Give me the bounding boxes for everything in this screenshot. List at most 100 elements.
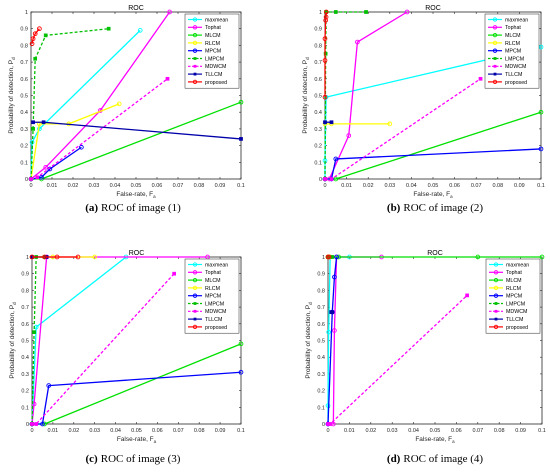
legend-label: MPCM: [205, 49, 221, 55]
y-tick-label: 0.5: [20, 94, 28, 100]
y-tick-label: 0: [322, 422, 325, 428]
caption-label: (c): [86, 453, 99, 465]
y-tick-label: 0.4: [20, 110, 28, 116]
y-tick-label: 0.7: [317, 305, 325, 311]
x-tick-label: 0.04: [408, 428, 419, 434]
x-tick-label: 0.05: [430, 428, 441, 434]
x-tick-label: 0.05: [428, 183, 439, 189]
y-tick-label: 0.8: [314, 43, 322, 49]
y-axis-label: Probability of detection, Pd: [9, 302, 17, 379]
data-point: [116, 101, 122, 107]
x-axis-label-sub: a: [154, 439, 157, 444]
y-tick-label: 1: [25, 10, 28, 16]
data-point: [323, 177, 327, 181]
data-point: [30, 422, 34, 426]
x-tick-label: 0.06: [152, 428, 163, 434]
data-point: [29, 41, 35, 47]
data-point: [332, 274, 337, 280]
legend-marker: [494, 309, 498, 313]
series-proposed: [322, 9, 329, 100]
legend-marker: [192, 293, 198, 298]
caption-label: (d): [387, 453, 401, 465]
legend-item: MPCM: [188, 293, 221, 300]
legend-label: MLCM: [205, 278, 221, 284]
series-tllcm: [323, 120, 334, 125]
x-tick-label: 0.06: [152, 183, 163, 189]
x-tick-label: 0.01: [47, 183, 58, 189]
legend-label: MPCM: [505, 49, 521, 55]
legend-item: maxmean: [188, 17, 228, 23]
x-axis-label: False-rate, Fa: [116, 191, 156, 199]
legend-label: LMPCM: [505, 56, 524, 62]
data-point: [137, 28, 143, 33]
legend-marker: [193, 302, 197, 305]
series-mpcm: [325, 254, 339, 427]
y-tick-label: 0.1: [314, 160, 322, 166]
x-tick-label: 0.02: [363, 183, 374, 189]
legend-label: RLCM: [505, 41, 520, 47]
series-mdwcm: [323, 76, 483, 181]
y-tick-label: 0.9: [20, 27, 28, 33]
x-axis-ticks: 0 0.01 0.02 0.03 0.04 0.05 0.06 0.07 0.08 0.09 0.1: [30, 257, 245, 434]
series-line: [325, 148, 542, 180]
figure-caption: (b) ROC of image (2): [387, 202, 484, 214]
y-tick-label: 0.3: [20, 127, 28, 133]
legend-label: TLLCM: [205, 317, 222, 323]
legend-label: maxmean: [205, 17, 228, 23]
legend-item: Tophat: [489, 270, 522, 276]
legend-item: maxmean: [488, 17, 528, 23]
legend-marker: [192, 40, 198, 46]
x-axis-label-main: False-rate, F: [415, 436, 452, 443]
x-tick-label: 0.03: [89, 428, 100, 434]
series-line: [31, 256, 127, 425]
legend-label: maxmean: [505, 17, 528, 23]
legend-marker: [193, 309, 197, 313]
legend-item: MDWCM: [489, 309, 527, 315]
data-point: [42, 254, 47, 260]
series-group: [29, 254, 244, 427]
data-point: [334, 254, 339, 260]
legend-marker: [492, 25, 498, 30]
x-tick-label: 0: [326, 428, 329, 434]
x-tick-label: 0.09: [514, 183, 525, 189]
y-axis-label-main: Probability of detection, P: [8, 60, 15, 134]
data-point: [32, 31, 38, 37]
x-axis-ticks: 0 0.01 0.02 0.03 0.04 0.05 0.06 0.07 0.08 0.09 0.1: [29, 12, 245, 189]
data-point: [323, 9, 329, 15]
legend-item: Tophat: [188, 25, 221, 31]
y-axis-label: Probability of detection, Pd: [305, 302, 313, 379]
data-point: [40, 421, 45, 427]
legend-marker: [192, 277, 198, 283]
y-tick-label: 1: [322, 255, 325, 261]
x-axis-label: False-rate, Fa: [413, 191, 453, 199]
x-tick-label: 0.04: [110, 183, 121, 189]
y-tick-label: 0.5: [314, 94, 322, 100]
data-point: [29, 254, 35, 260]
data-point: [387, 121, 393, 127]
series-line: [31, 28, 40, 44]
series-tllcm: [329, 310, 335, 314]
series-proposed: [325, 254, 332, 260]
legend-item: Tophat: [488, 25, 521, 31]
legend-item: TLLCM: [489, 317, 523, 323]
y-axis-label-sub: d: [11, 57, 16, 60]
y-tick-label: 0.2: [21, 389, 29, 395]
caption-text: ROC of image (2): [403, 202, 483, 214]
legend-item: LMPCM: [488, 56, 524, 62]
data-point: [239, 137, 243, 141]
caption-text: ROC of image (3): [101, 453, 181, 465]
figure-caption: (c) ROC of image (3): [86, 453, 181, 465]
legend-marker: [492, 40, 498, 46]
data-point: [75, 254, 81, 260]
y-tick-label: 1: [319, 10, 322, 16]
data-point: [323, 14, 329, 20]
series-group: [325, 254, 545, 427]
legend-item: maxmean: [188, 262, 228, 268]
x-tick-label: 0.09: [215, 183, 226, 189]
x-tick-label: 0.01: [344, 428, 355, 434]
legend-item: MDWCM: [188, 309, 226, 315]
legend-marker: [493, 277, 499, 283]
